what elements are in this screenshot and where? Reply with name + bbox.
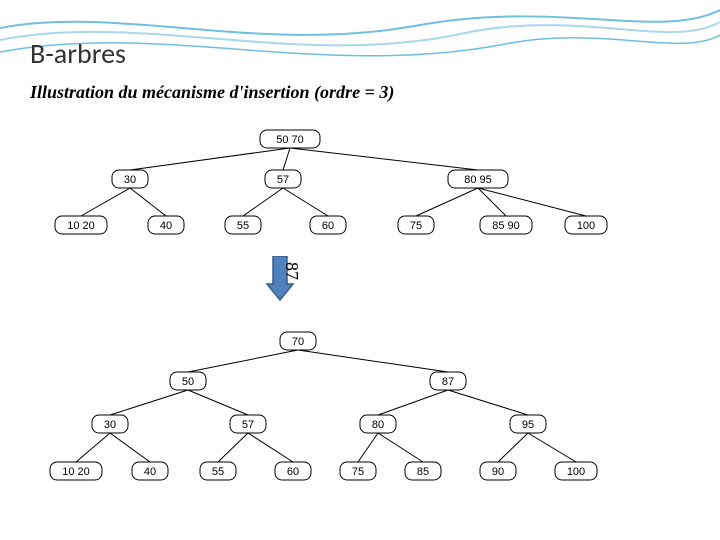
btree-node-label: 40 — [160, 220, 172, 232]
btree-node-label: 100 — [577, 220, 595, 232]
btree-before: 50 70 30 57 80 95 10 20 40 55 60 75 85 90 100 — [20, 118, 700, 248]
btree-node-label: 75 — [410, 220, 422, 232]
btree-node-label: 50 — [182, 376, 194, 388]
btree-node-label: 85 90 — [492, 220, 520, 232]
btree-node-label: 10 20 — [62, 466, 90, 478]
page-subtitle: Illustration du mécanisme d'insertion (o… — [30, 82, 394, 103]
btree-node-label: 55 — [237, 220, 249, 232]
btree-node-label: 40 — [144, 466, 156, 478]
btree-node-label: 95 — [522, 419, 534, 431]
btree-node-label: 75 — [352, 466, 364, 478]
btree-node-label: 57 — [242, 419, 254, 431]
btree-node-label: 55 — [212, 466, 224, 478]
btree-node-label: 100 — [567, 466, 585, 478]
page-title: B-arbres — [30, 36, 126, 71]
btree-node-label: 57 — [277, 174, 289, 186]
btree-node-label: 60 — [287, 466, 299, 478]
btree-node-label: 80 95 — [464, 174, 492, 186]
btree-after: 70 50 87 30 57 80 95 10 20 40 55 60 75 85 90 100 — [20, 320, 700, 490]
btree-node-label: 30 — [124, 174, 136, 186]
insert-indicator: 87 — [260, 256, 340, 306]
btree-node-label: 30 — [104, 419, 116, 431]
btree-node-label: 50 70 — [276, 134, 304, 146]
btree-node-label: 85 — [417, 466, 429, 478]
btree-node-label: 87 — [442, 376, 454, 388]
insert-value-label: 87 — [281, 262, 302, 280]
btree-node-label: 70 — [292, 336, 304, 348]
btree-node-label: 90 — [492, 466, 504, 478]
btree-node-label: 80 — [372, 419, 384, 431]
btree-node-label: 60 — [322, 220, 334, 232]
btree-node-label: 10 20 — [67, 220, 95, 232]
